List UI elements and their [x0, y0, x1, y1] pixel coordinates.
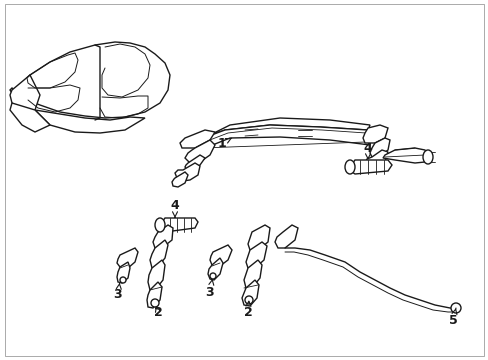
Polygon shape	[382, 148, 427, 163]
Polygon shape	[184, 140, 215, 163]
Polygon shape	[175, 163, 200, 181]
Polygon shape	[117, 248, 138, 268]
Polygon shape	[150, 240, 168, 268]
Circle shape	[151, 299, 159, 307]
Polygon shape	[180, 130, 215, 148]
Text: 5: 5	[447, 308, 456, 327]
Ellipse shape	[345, 160, 354, 174]
Polygon shape	[274, 225, 297, 248]
Polygon shape	[209, 245, 231, 266]
Polygon shape	[198, 125, 369, 150]
Polygon shape	[147, 282, 162, 308]
Polygon shape	[10, 75, 40, 110]
Circle shape	[120, 277, 126, 283]
Polygon shape	[364, 150, 387, 168]
Text: 1: 1	[217, 136, 231, 149]
Polygon shape	[10, 42, 170, 118]
Polygon shape	[362, 125, 387, 143]
Text: 2: 2	[243, 301, 252, 319]
Text: 2: 2	[153, 306, 162, 319]
Polygon shape	[160, 218, 198, 232]
Polygon shape	[244, 260, 262, 288]
Polygon shape	[242, 280, 259, 306]
Polygon shape	[153, 225, 173, 248]
Polygon shape	[117, 262, 130, 283]
Circle shape	[244, 296, 252, 304]
Ellipse shape	[155, 218, 164, 232]
Polygon shape	[369, 138, 389, 157]
Circle shape	[450, 303, 460, 313]
Polygon shape	[349, 160, 391, 174]
Text: 3: 3	[205, 280, 214, 298]
Polygon shape	[148, 260, 164, 290]
Polygon shape	[172, 172, 187, 187]
Polygon shape	[245, 242, 266, 268]
Circle shape	[209, 273, 216, 279]
Polygon shape	[35, 110, 145, 133]
Text: 4: 4	[170, 198, 179, 217]
Text: 3: 3	[113, 283, 122, 302]
Polygon shape	[207, 258, 223, 280]
Text: 4: 4	[363, 141, 372, 159]
Ellipse shape	[422, 150, 432, 164]
Polygon shape	[10, 103, 50, 132]
Polygon shape	[198, 118, 369, 140]
Polygon shape	[184, 155, 204, 170]
Polygon shape	[247, 225, 269, 250]
